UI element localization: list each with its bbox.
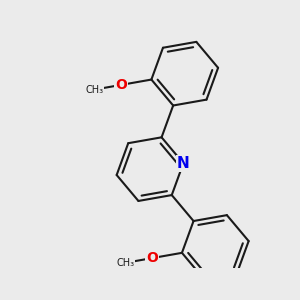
Text: CH₃: CH₃ [116, 258, 134, 268]
Text: O: O [116, 78, 127, 92]
Text: CH₃: CH₃ [85, 85, 104, 94]
Text: O: O [146, 251, 158, 265]
Text: N: N [177, 156, 190, 171]
